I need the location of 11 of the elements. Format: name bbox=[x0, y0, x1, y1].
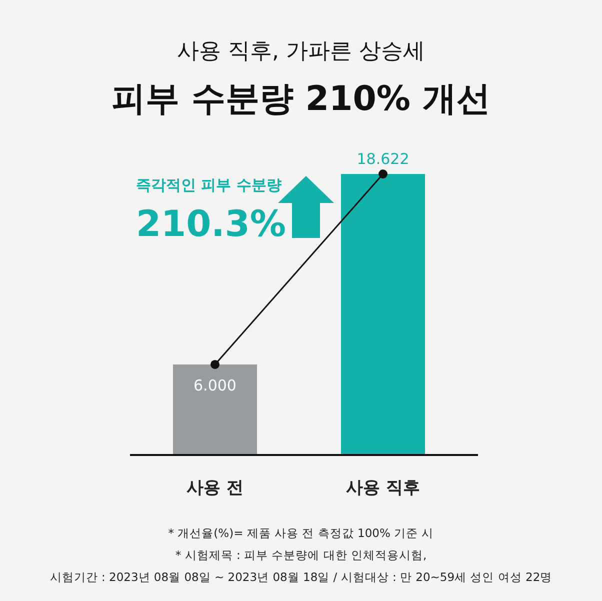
text: * 개선율(%)= 제품 사용 전 측정값 100% 기준 시 bbox=[168, 526, 434, 540]
x-tick-label: 사용 전 bbox=[186, 478, 244, 498]
chart-title: 사용 직후, 가파른 상승세 bbox=[177, 39, 425, 64]
chart-subtitle: 피부 수분량 210% 개선 bbox=[112, 79, 490, 119]
annotation: 210.3% bbox=[136, 204, 286, 245]
text: 시험기간 : 2023년 08월 08일 ~ 2023년 08월 18일 / 시험대상 : 만 20~59세 성인 여성 22명 bbox=[50, 570, 552, 584]
text: * 시험제목 : 피부 수분량에 대한 인체적용시험, bbox=[175, 548, 427, 562]
x-tick-label: 사용 직후 bbox=[346, 478, 420, 498]
annotation: 즉각적인 피부 수분량 bbox=[136, 176, 282, 194]
data-label: 6.000 bbox=[194, 376, 236, 394]
data-label: 18.622 bbox=[356, 150, 410, 168]
